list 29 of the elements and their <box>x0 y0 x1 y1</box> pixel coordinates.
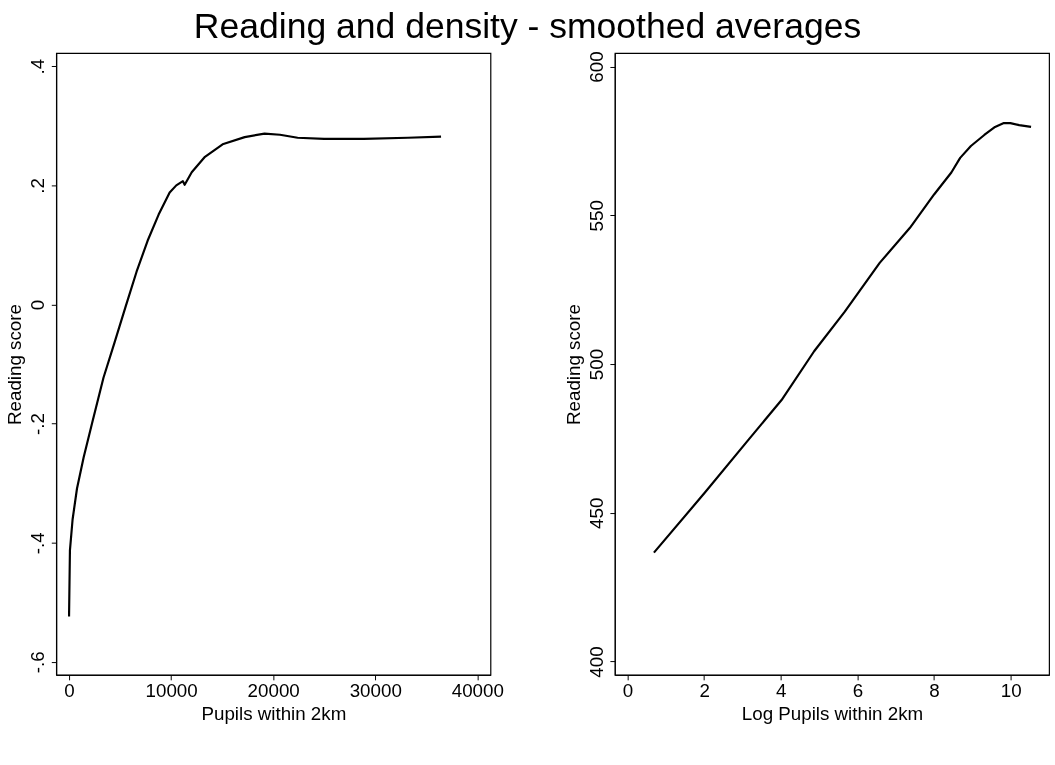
y-tick-label: -.2 <box>26 413 48 436</box>
x-tick-label: 4 <box>776 680 787 702</box>
y-tick-label: 500 <box>585 348 607 381</box>
x-axis-title: Log Pupils within 2km <box>741 702 924 724</box>
y-tick-label: 400 <box>585 646 607 678</box>
x-tick-label: 40000 <box>451 680 504 702</box>
y-tick-label: 0 <box>26 299 48 311</box>
chart-title: Reading and density - smoothed averages <box>193 6 862 47</box>
x-tick-label: 2 <box>699 680 710 702</box>
y-tick-label: .2 <box>26 178 48 194</box>
y-axis-title: Reading score <box>562 304 584 425</box>
y-axis-title: Reading score <box>4 304 26 425</box>
x-tick-label: 20000 <box>247 680 300 702</box>
y-tick-label: 600 <box>585 51 607 83</box>
x-tick-label: 0 <box>622 680 634 702</box>
y-tick-label: -.4 <box>26 532 48 555</box>
x-tick-label: 10 <box>1000 680 1022 702</box>
y-tick-label: -.6 <box>26 651 48 674</box>
y-tick-label: 450 <box>585 497 607 529</box>
x-tick-label: 10000 <box>145 680 198 702</box>
y-tick-label: 550 <box>585 200 607 232</box>
x-axis-title: Pupils within 2km <box>201 702 347 724</box>
line-series <box>652 121 1033 554</box>
y-tick-label: .4 <box>26 58 48 75</box>
x-tick-label: 8 <box>929 680 940 702</box>
line-series <box>67 132 443 618</box>
x-tick-label: 0 <box>64 680 75 702</box>
x-tick-label: 6 <box>852 680 864 702</box>
x-tick-label: 30000 <box>349 680 402 702</box>
